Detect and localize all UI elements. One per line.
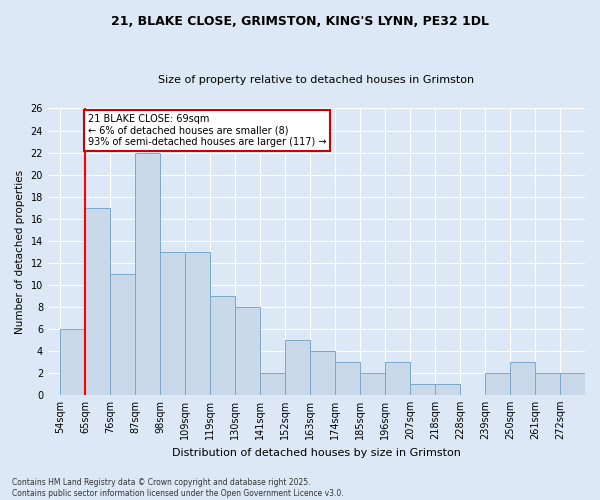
Bar (560, 373, 585, 395)
Bar (61, 328, 85, 395)
Bar (535, 373, 560, 395)
Bar (385, 362, 410, 395)
Bar (410, 384, 435, 395)
X-axis label: Distribution of detached houses by size in Grimston: Distribution of detached houses by size … (172, 448, 461, 458)
Bar (85, 208, 110, 395)
Text: 21 BLAKE CLOSE: 69sqm
← 6% of detached houses are smaller (8)
93% of semi-detach: 21 BLAKE CLOSE: 69sqm ← 6% of detached h… (88, 114, 326, 147)
Bar (136, 152, 160, 395)
Bar (510, 362, 535, 395)
Bar (160, 252, 185, 395)
Bar (235, 306, 260, 395)
Bar (285, 340, 310, 395)
Bar (485, 373, 510, 395)
Bar (335, 362, 360, 395)
Bar (110, 274, 136, 395)
Bar (310, 351, 335, 395)
Title: Size of property relative to detached houses in Grimston: Size of property relative to detached ho… (158, 76, 475, 86)
Bar (360, 373, 385, 395)
Bar (435, 384, 460, 395)
Y-axis label: Number of detached properties: Number of detached properties (15, 170, 25, 334)
Text: 21, BLAKE CLOSE, GRIMSTON, KING'S LYNN, PE32 1DL: 21, BLAKE CLOSE, GRIMSTON, KING'S LYNN, … (111, 15, 489, 28)
Bar (260, 373, 285, 395)
Bar (210, 296, 235, 395)
Text: Contains HM Land Registry data © Crown copyright and database right 2025.
Contai: Contains HM Land Registry data © Crown c… (12, 478, 344, 498)
Bar (185, 252, 210, 395)
